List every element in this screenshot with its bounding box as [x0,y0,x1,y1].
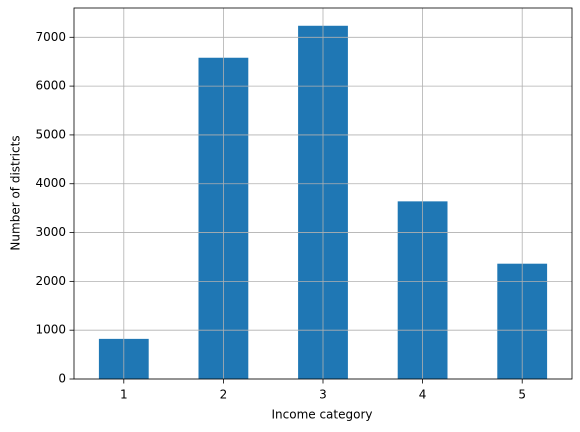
x-axis-label: Income category [271,408,372,422]
y-tick-label: 1000 [35,323,66,337]
x-tick-label: 4 [419,388,427,402]
x-tick-label: 3 [319,388,327,402]
y-tick-label: 7000 [35,30,66,44]
y-tick-label: 3000 [35,225,66,239]
y-tick-label: 5000 [35,127,66,141]
y-tick-label: 0 [58,372,66,386]
x-tick-label: 1 [120,388,128,402]
y-tick-label: 6000 [35,79,66,93]
x-tick-label: 2 [220,388,228,402]
x-tick-label: 5 [518,388,526,402]
y-tick-label: 2000 [35,274,66,288]
y-tick-label: 4000 [35,176,66,190]
y-axis-label: Number of districts [9,135,23,250]
plot-frame [73,7,573,380]
